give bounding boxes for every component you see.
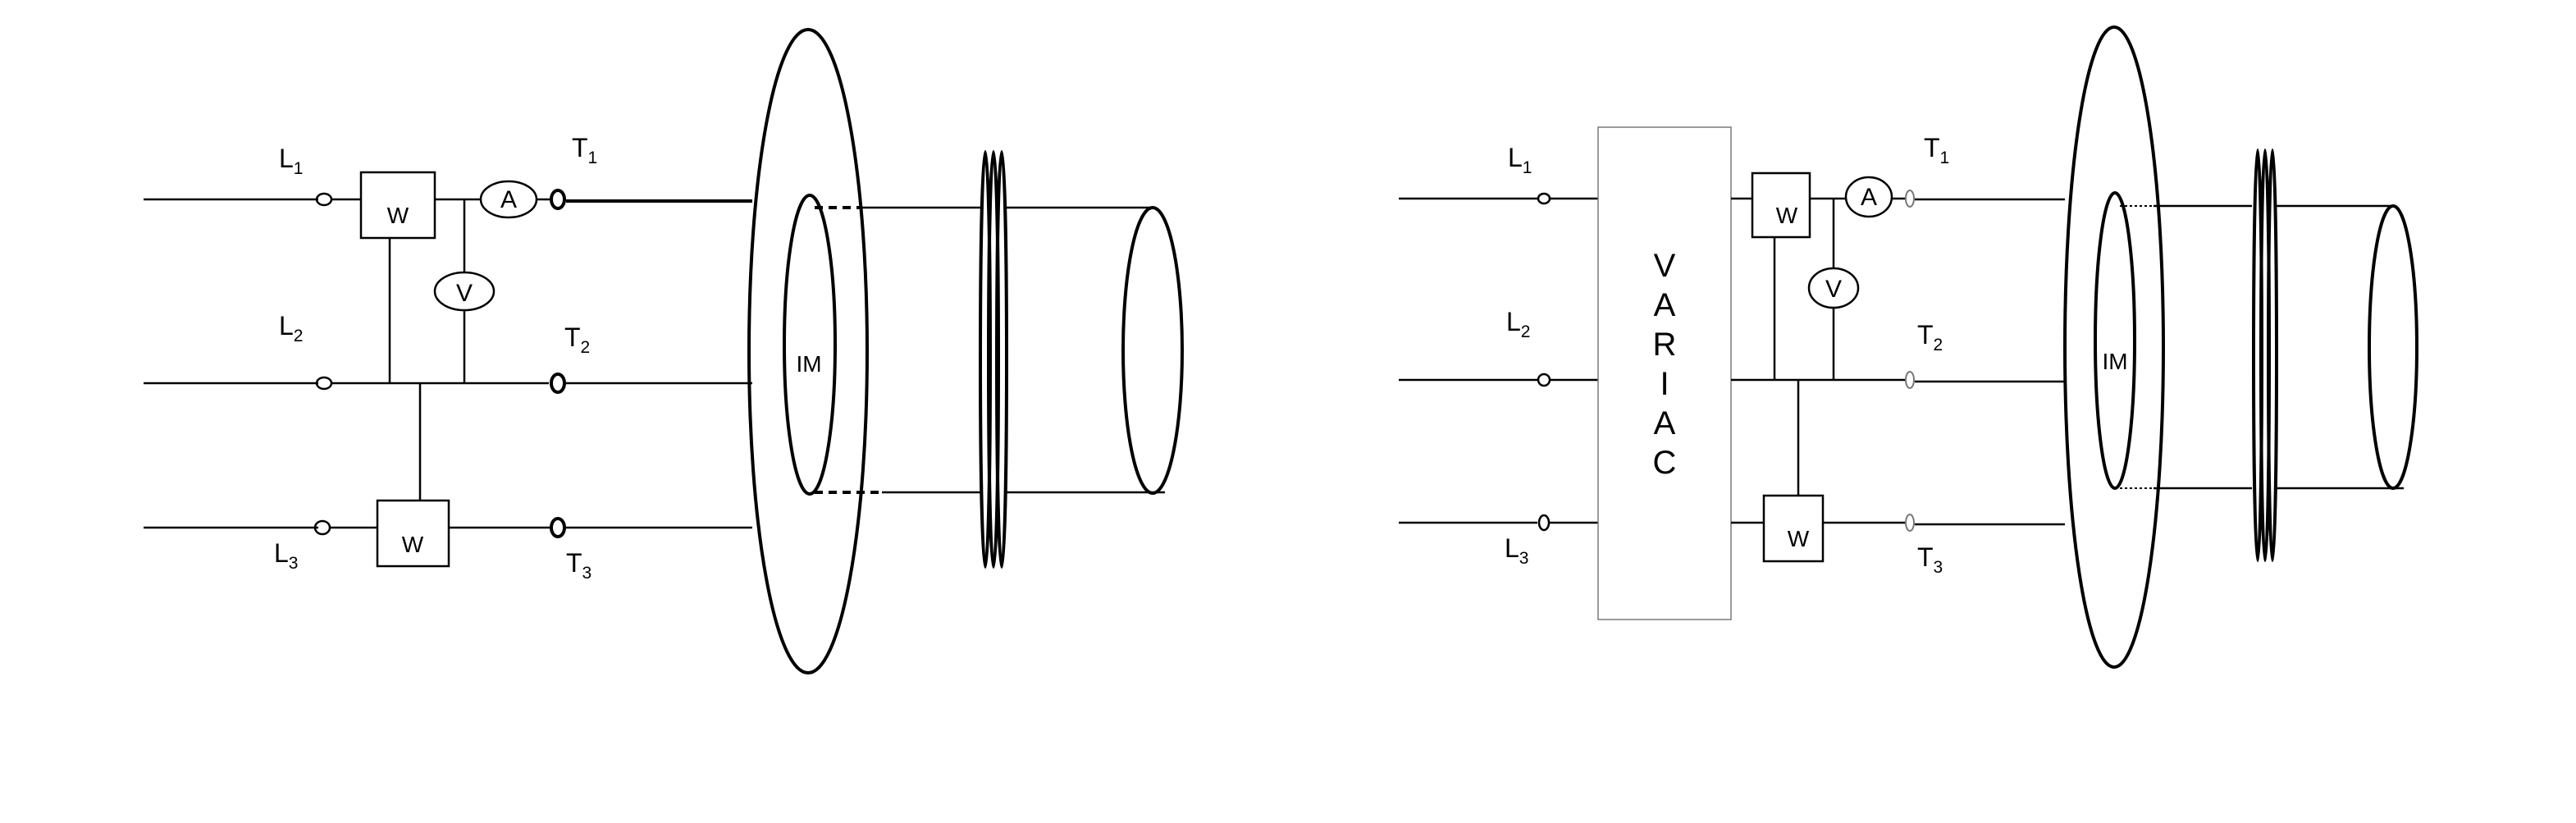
right-motor-terminal-1 <box>1905 190 1915 208</box>
right-wattmeter-2 <box>1762 494 1825 563</box>
right-wattmeter-2-label: W <box>1788 526 1810 551</box>
left-motor-terminal-1 <box>550 189 566 210</box>
right-motor-terminal-2 <box>1905 371 1915 389</box>
left-label-l1: L1 <box>279 144 303 178</box>
right-cylinder-end <box>2368 204 2418 490</box>
variac-letter-1: V <box>1654 248 1676 284</box>
variac-letter-4: I <box>1660 366 1669 402</box>
left-ammeter-label: A <box>500 186 517 213</box>
right-label-l3: L3 <box>1505 533 1528 568</box>
left-motor-terminal-3 <box>550 517 566 538</box>
right-flange-ring-3 <box>2267 149 2278 562</box>
right-motor-terminal-3 <box>1905 514 1915 532</box>
variac-letter-6: C <box>1653 445 1677 481</box>
left-wattmeter-2 <box>376 499 450 568</box>
left-motor-terminal-2 <box>550 373 566 394</box>
right-motor-outer-ring <box>2063 25 2165 669</box>
right-supply-terminal-1 <box>1537 192 1551 205</box>
right-label-t3: T3 <box>1917 542 1943 577</box>
left-voltmeter-label: V <box>456 280 473 307</box>
left-label-l2: L2 <box>279 311 303 345</box>
left-motor-inner-ring <box>783 194 837 496</box>
left-motor-label: IM <box>796 351 821 377</box>
left-circuit-diagram: L1 L2 L3 T1 T2 T3 W W A V IM <box>144 28 1184 674</box>
right-motor-inner-ring <box>2094 191 2136 490</box>
right-wattmeter-1 <box>1751 171 1811 239</box>
variac-letter-3: R <box>1653 327 1677 363</box>
right-ammeter <box>1844 176 1893 218</box>
right-ammeter-label: A <box>1861 184 1877 211</box>
left-wattmeter-1 <box>359 171 436 240</box>
left-label-t1: T1 <box>572 133 597 167</box>
right-label-l2: L2 <box>1506 307 1530 341</box>
right-voltmeter-label: V <box>1825 276 1842 303</box>
right-wattmeter-1-label: W <box>1776 203 1798 228</box>
left-flange-ring-3 <box>995 150 1008 569</box>
left-label-t2: T2 <box>564 322 590 357</box>
variac-letter-5: A <box>1654 405 1676 441</box>
right-label-t2: T2 <box>1917 320 1943 354</box>
variac-letter-2: A <box>1654 287 1676 323</box>
left-wattmeter-1-label: W <box>387 203 409 228</box>
left-motor-outer-ring <box>747 28 869 674</box>
left-cylinder-end <box>1121 206 1184 495</box>
right-label-t1: T1 <box>1924 133 1949 167</box>
left-supply-terminal-1 <box>315 192 333 207</box>
variac-box <box>1597 126 1732 620</box>
right-supply-terminal-2 <box>1537 373 1551 387</box>
right-label-l1: L1 <box>1508 143 1532 177</box>
left-label-t3: T3 <box>566 548 591 583</box>
left-label-l3: L3 <box>274 538 298 573</box>
left-supply-terminal-2 <box>315 376 333 391</box>
right-circuit-diagram: L1 L2 L3 T1 T2 T3 W W A V IM V A R I A C <box>1399 25 2418 669</box>
left-wattmeter-2-label: W <box>402 532 424 557</box>
right-supply-terminal-3 <box>1537 514 1551 532</box>
right-motor-label: IM <box>2102 349 2127 374</box>
